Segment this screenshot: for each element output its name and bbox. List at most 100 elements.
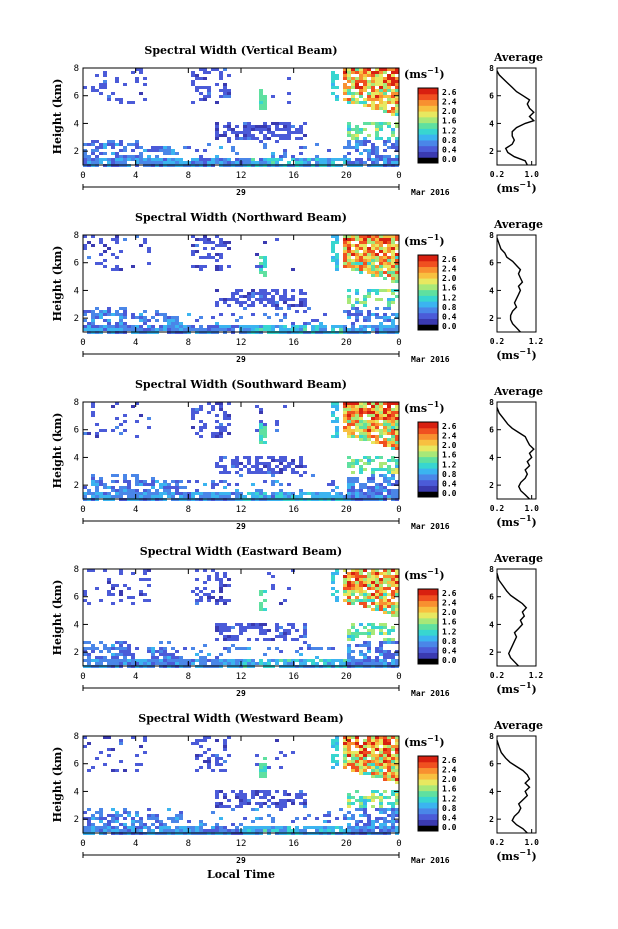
- heatmap-cell: [363, 602, 367, 605]
- heatmap-cell: [343, 86, 347, 89]
- heatmap-cell: [275, 739, 279, 742]
- heatmap-cell: [147, 578, 151, 581]
- heatmap-cell: [131, 143, 135, 146]
- heatmap-cell: [383, 572, 387, 575]
- heatmap-cell: [143, 736, 147, 739]
- heatmap-cell: [299, 304, 303, 307]
- heatmap-cell: [115, 489, 119, 492]
- heatmap-cell: [155, 662, 159, 665]
- heatmap-cell: [227, 736, 231, 739]
- heatmap-cell: [235, 465, 239, 468]
- heatmap-cell: [351, 128, 355, 131]
- heatmap-cell: [111, 584, 115, 587]
- heatmap-cell: [171, 829, 175, 832]
- heatmap-cell: [387, 244, 391, 247]
- heatmap-cell: [239, 623, 243, 626]
- heatmap-cell: [87, 659, 91, 662]
- heatmap-cell: [215, 602, 219, 605]
- heatmap-cell: [139, 152, 143, 155]
- heatmap-cell: [351, 569, 355, 572]
- x-tick-label: 20: [341, 839, 352, 849]
- heatmap-cell: [347, 429, 351, 432]
- heatmap-cell: [203, 492, 207, 495]
- heatmap-cell: [299, 793, 303, 796]
- heatmap-cell: [383, 745, 387, 748]
- average-x-tick-label: 0.2: [490, 337, 505, 346]
- heatmap-cell: [203, 823, 207, 826]
- heatmap-cell: [267, 328, 271, 331]
- heatmap-cell: [227, 95, 231, 98]
- heatmap-cell: [387, 316, 391, 319]
- heatmap-cell: [379, 241, 383, 244]
- colorbar-swatch: [418, 485, 438, 492]
- heatmap-cell: [347, 602, 351, 605]
- heatmap-cell: [207, 659, 211, 662]
- heatmap-cell: [343, 754, 347, 757]
- heatmap-cell: [355, 414, 359, 417]
- heatmap-cell: [223, 417, 227, 420]
- heatmap-cell: [351, 489, 355, 492]
- heatmap-cell: [355, 86, 359, 89]
- heatmap-cell: [259, 462, 263, 465]
- heatmap-cell: [355, 134, 359, 137]
- heatmap-cell: [115, 322, 119, 325]
- heatmap-cell: [379, 247, 383, 250]
- heatmap-cell: [287, 799, 291, 802]
- heatmap-cell: [235, 289, 239, 292]
- heatmap-cell: [263, 289, 267, 292]
- heatmap-cell: [283, 468, 287, 471]
- heatmap-cell: [359, 253, 363, 256]
- heatmap-cell: [279, 155, 283, 158]
- heatmap-cell: [363, 429, 367, 432]
- heatmap-cell: [115, 325, 119, 328]
- heatmap-cell: [99, 241, 103, 244]
- heatmap-cell: [371, 429, 375, 432]
- heatmap-cell: [263, 161, 267, 164]
- x-tick-label: 12: [236, 505, 247, 515]
- heatmap-cell: [103, 325, 107, 328]
- average-y-tick-label: 4: [489, 286, 494, 295]
- heatmap-cell: [123, 480, 127, 483]
- heatmap-cell: [395, 77, 399, 80]
- heatmap-cell: [379, 578, 383, 581]
- heatmap-cell: [163, 823, 167, 826]
- heatmap-cell: [211, 569, 215, 572]
- panels-group: Spectral Width (Vertical Beam)2468Height…: [51, 44, 543, 865]
- heatmap-cell: [99, 310, 103, 313]
- heatmap-cell: [183, 486, 187, 489]
- heatmap-cell: [351, 238, 355, 241]
- heatmap-cell: [363, 662, 367, 665]
- heatmap-cell: [143, 161, 147, 164]
- heatmap-cell: [375, 769, 379, 772]
- heatmap-cell: [347, 632, 351, 635]
- heatmap-cell: [279, 495, 283, 498]
- heatmap-cell: [147, 250, 151, 253]
- heatmap-cell: [223, 659, 227, 662]
- heatmap-cell: [383, 766, 387, 769]
- heatmap-cell: [147, 599, 151, 602]
- heatmap-cell: [255, 328, 259, 331]
- heatmap-cell: [379, 647, 383, 650]
- heatmap-cell: [199, 161, 203, 164]
- heatmap-cell: [387, 301, 391, 304]
- heatmap-cell: [379, 405, 383, 408]
- heatmap-cell: [291, 298, 295, 301]
- heatmap-cell: [175, 829, 179, 832]
- heatmap-cell: [371, 745, 375, 748]
- colorbar-tick-label: 1.2: [442, 794, 457, 803]
- heatmap-cell: [167, 322, 171, 325]
- heatmap-cell: [395, 68, 399, 71]
- heatmap-cell: [359, 802, 363, 805]
- heatmap-cell: [207, 328, 211, 331]
- heatmap-cell: [387, 796, 391, 799]
- heatmap-cell: [243, 465, 247, 468]
- heatmap-cell: [87, 820, 91, 823]
- heatmap-cell: [255, 462, 259, 465]
- heatmap-cell: [295, 495, 299, 498]
- heatmap-cell: [259, 262, 263, 265]
- heatmap-cell: [267, 462, 271, 465]
- heatmap-cell: [163, 489, 167, 492]
- heatmap-cell: [171, 492, 175, 495]
- heatmap-cell: [383, 474, 387, 477]
- heatmap-cell: [367, 152, 371, 155]
